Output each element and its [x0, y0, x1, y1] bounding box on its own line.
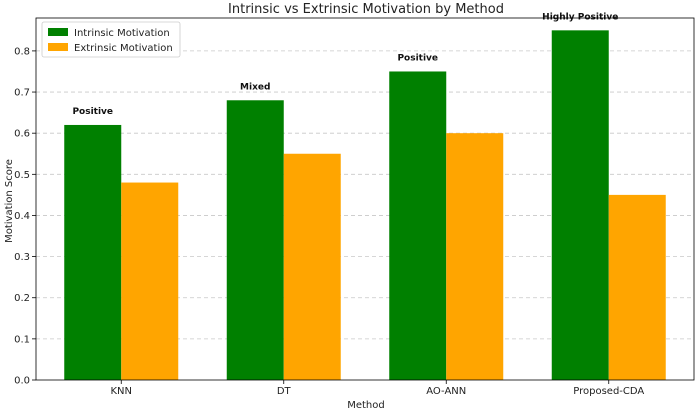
y-tick-label: 0.5	[14, 170, 30, 181]
annotations-layer: Positive Mixed Positive Highly Positive	[72, 12, 618, 117]
bar-extrinsic	[283, 153, 341, 380]
y-tick-label: 0.4	[14, 211, 30, 222]
y-tick-label: 0.2	[14, 293, 30, 304]
y-tick-label: 0.8	[14, 46, 30, 57]
legend-label: Extrinsic Motivation	[74, 43, 173, 54]
y-axis-title: Motivation Score	[4, 159, 15, 243]
x-axis: KNN DT AO-ANN Proposed-CDA	[110, 380, 644, 397]
legend-label: Intrinsic Motivation	[74, 28, 170, 39]
legend-swatch	[48, 28, 68, 36]
plot-frame	[35, 17, 695, 381]
bars-layer	[64, 30, 666, 381]
bar-intrinsic	[226, 100, 284, 380]
x-tick-label: DT	[277, 386, 292, 397]
chart-title: Intrinsic vs Extrinsic Motivation by Met…	[228, 2, 504, 17]
bar-annotation: Highly Positive	[542, 12, 618, 22]
x-tick-label: KNN	[110, 386, 132, 397]
bar-intrinsic	[551, 30, 609, 380]
x-tick-label: AO-ANN	[426, 386, 466, 397]
bar-intrinsic	[64, 124, 122, 380]
legend-swatch	[48, 43, 68, 51]
bar-annotation: Positive	[397, 53, 438, 63]
legend-box	[41, 21, 181, 58]
y-axis: 0.0 0.1 0.2 0.3 0.4 0.5 0.6 0.7 0.8	[14, 46, 36, 387]
bar-extrinsic	[446, 133, 504, 380]
bar-extrinsic	[608, 194, 666, 380]
y-tick-label: 0.0	[14, 376, 30, 387]
x-axis-title: Method	[347, 400, 385, 411]
legend: Intrinsic Motivation Extrinsic Motivation	[41, 21, 181, 58]
bar-extrinsic	[121, 182, 179, 380]
y-tick-label: 0.7	[14, 88, 30, 99]
bar-annotation: Positive	[72, 107, 113, 117]
y-tick-label: 0.3	[14, 252, 30, 263]
y-tick-label: 0.1	[14, 334, 30, 345]
y-tick-label: 0.6	[14, 129, 30, 140]
x-tick-label: Proposed-CDA	[573, 386, 644, 397]
bar-intrinsic	[389, 71, 447, 381]
bar-annotation: Mixed	[240, 82, 270, 92]
